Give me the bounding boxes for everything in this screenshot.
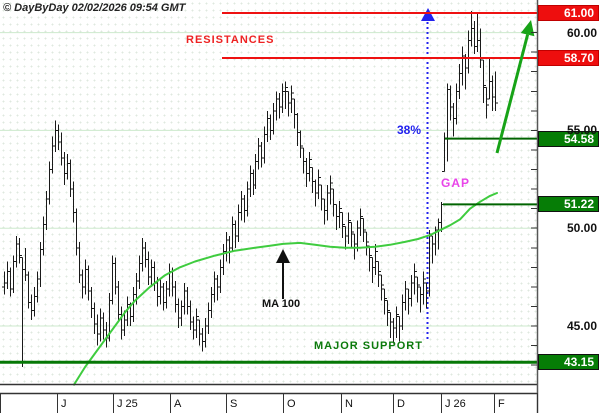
ma100-label: MA 100 [262,298,301,310]
price-axis-label-55.00: 55.00 [566,123,597,138]
price-axis-label-60.00: 60.00 [566,25,597,40]
month-label-J-25: J 25 [117,398,138,410]
fib-38-percent-label: 38% [397,123,422,137]
month-label-J-26: J 26 [445,398,466,410]
month-label-O: O [287,398,296,410]
price-badge-support-54.58: 54.58 [538,130,599,147]
price-badge-major-support-43.15: 43.15 [538,354,599,371]
price-axis-label-50.00: 50.00 [566,221,597,236]
month-label-D: D [397,398,405,410]
month-label-A: A [174,398,182,410]
price-badge-resistance-61.00: 61.00 [538,5,599,21]
price-axis-label-45.00: 45.00 [566,319,597,334]
price-badge-support-51.22: 51.22 [538,196,599,213]
month-label-J: J [61,398,67,410]
copyright-text: © DayByDay 02/02/2026 09:54 GMT [3,2,186,14]
month-label-N: N [345,398,353,410]
plot-area [0,0,537,385]
price-badge-resistance-58.70: 58.70 [538,49,599,66]
resistances-label: RESISTANCES [186,34,275,46]
major-support-label: MAJOR SUPPORT [314,340,423,352]
month-label-F: F [498,398,505,410]
month-label-S: S [230,398,238,410]
gap-label: GAP [441,176,471,190]
